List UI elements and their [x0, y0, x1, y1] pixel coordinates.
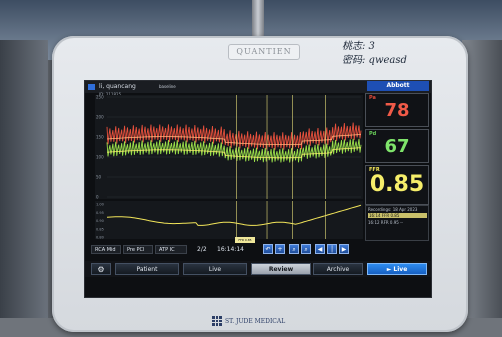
pd-card: Pd 67 — [365, 129, 429, 163]
recording-item[interactable]: 16:12 RFR 0.95 -- — [368, 220, 403, 225]
y-tick-label: 250 — [96, 95, 104, 100]
background-left — [0, 40, 48, 337]
patient-id: ID: 211825 — [99, 89, 121, 101]
review-controls: RCA Mid Pre PCI ATP IC 2/2 16:14:14 ↶ + … — [91, 243, 427, 257]
stage-selector[interactable]: Pre PCI — [123, 245, 153, 254]
st-jude-wordmark: ST. JUDE MEDICAL — [225, 317, 286, 325]
vessel-selector[interactable]: RCA Mid — [91, 245, 121, 254]
pd-mean-line — [106, 147, 362, 159]
ffr-y-tick-label: 0.80 — [96, 236, 104, 240]
recordings-list: Recordings: 18 Apr 2023 16:14 FFR 0.85 1… — [365, 205, 429, 241]
page-indicator: 2/2 — [197, 246, 207, 253]
ffr-marker-label: FFR 0.85 — [235, 237, 255, 243]
ffr-trend-chart[interactable]: 1.00 0.95 0.90 0.85 0.80 — [95, 201, 363, 239]
ffr-y-tick-label: 0.90 — [96, 219, 104, 223]
settings-gear-icon[interactable]: ⚙ — [91, 263, 111, 275]
ffr-label: FFR — [369, 167, 380, 173]
ffr-y-tick-label: 0.95 — [96, 211, 104, 215]
device-screen: li, quancang ID: 211825 baseline Abbott … — [84, 80, 432, 298]
cursor-icon[interactable]: │ — [327, 244, 337, 254]
pd-value: 67 — [384, 136, 410, 157]
handwriting-line-2: 密码: qweasd — [342, 55, 407, 66]
readings-panel: Pa 78 Pd 67 FFR 0.85 — [365, 93, 429, 205]
ffr-value: 0.85 — [369, 172, 425, 197]
step-forward-icon[interactable]: ▶ — [339, 244, 349, 254]
handwritten-note: 桃志: 3 密码: qweasd — [342, 40, 460, 72]
ffr-trend-line — [106, 204, 362, 226]
y-tick-label: 200 — [96, 115, 104, 120]
time-indicator: 16:14:14 — [217, 246, 244, 253]
y-tick-label: 0 — [96, 195, 99, 200]
patient-tag-icon — [88, 84, 95, 90]
tab-archive[interactable]: Archive — [313, 263, 363, 275]
handwriting-line-1: 桃志: 3 — [342, 41, 375, 52]
pd-waveform — [106, 138, 362, 163]
ffr-trend-svg: 1.00 0.95 0.90 0.85 0.80 — [96, 201, 362, 240]
pa-mean-line — [106, 134, 362, 145]
y-tick-label: 150 — [96, 135, 104, 140]
step-back-icon[interactable]: ◀ — [315, 244, 325, 254]
ffr-card: FFR 0.85 — [365, 165, 429, 205]
monitor-bezel: QUANTIEN 桃志: 3 密码: qweasd li, quancang I… — [52, 36, 468, 332]
mounting-pole — [252, 0, 264, 42]
recording-item-selected[interactable]: 16:14 FFR 0.85 — [368, 213, 427, 218]
recording-mode: baseline — [159, 84, 176, 89]
tab-patient[interactable]: Patient — [115, 263, 179, 275]
background-right — [462, 40, 502, 337]
st-jude-mark-icon — [212, 316, 222, 326]
st-jude-logo: ST. JUDE MEDICAL — [212, 314, 332, 328]
ffr-y-tick-label: 1.00 — [96, 203, 104, 207]
pa-label: Pa — [369, 95, 376, 101]
y-tick-label: 50 — [96, 175, 102, 180]
y-tick-label: 100 — [96, 155, 104, 160]
patient-name: li, quancang — [99, 83, 136, 90]
quantien-brand: QUANTIEN — [228, 44, 300, 60]
pa-waveform — [106, 122, 362, 150]
pd-label: Pd — [369, 131, 377, 137]
patient-header: li, quancang ID: 211825 baseline Abbott — [85, 81, 431, 97]
undo-icon[interactable]: ↶ — [263, 244, 273, 254]
zoom-in-icon[interactable]: ⌕ — [289, 244, 299, 254]
bottom-nav: ⚙ Patient Live Review Archive ► Live — [85, 261, 431, 277]
drug-selector[interactable]: ATP IC — [155, 245, 187, 254]
abbott-logo: Abbott — [367, 81, 429, 91]
pressure-chart[interactable]: 250 200 150 100 50 0 — [95, 95, 363, 199]
pa-value: 78 — [384, 100, 410, 121]
recordings-header: Recordings: 18 Apr 2023 — [368, 207, 418, 212]
pressure-chart-svg: 250 200 150 100 50 0 — [96, 95, 362, 200]
pa-card: Pa 78 — [365, 93, 429, 127]
ffr-y-tick-label: 0.85 — [96, 227, 104, 231]
tab-live[interactable]: Live — [183, 263, 247, 275]
add-marker-icon[interactable]: + — [275, 244, 285, 254]
zoom-out-icon[interactable]: ⌕ — [301, 244, 311, 254]
tab-review[interactable]: Review — [251, 263, 311, 275]
live-button[interactable]: ► Live — [367, 263, 427, 275]
